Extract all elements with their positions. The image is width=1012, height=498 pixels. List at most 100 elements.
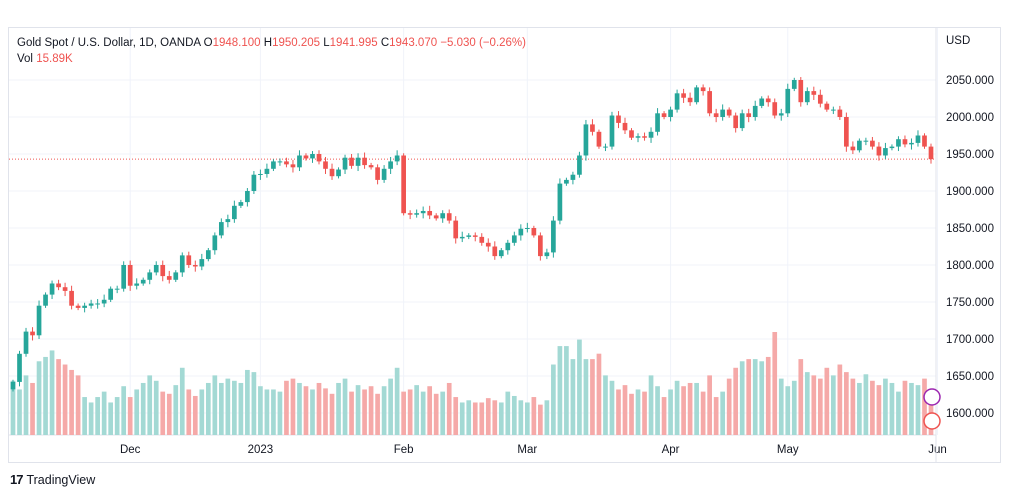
volume-bar	[232, 380, 237, 435]
candle-body	[791, 80, 797, 89]
candle-body	[407, 213, 413, 215]
volume-bar	[192, 395, 198, 435]
candle-body	[420, 210, 426, 214]
volume-bar	[778, 378, 784, 435]
volume-bar	[407, 389, 413, 435]
candle-body	[232, 205, 237, 220]
low-value: 1941.995	[329, 37, 378, 49]
candle-body	[466, 235, 472, 237]
volume-bar	[362, 389, 367, 435]
volume-bar	[681, 386, 686, 435]
volume-label[interactable]: Vol	[17, 53, 33, 65]
volume-bar	[765, 356, 771, 435]
volume-bar	[752, 359, 758, 435]
candle-body	[857, 140, 862, 151]
volume-bar	[179, 367, 185, 435]
candle-body	[160, 265, 166, 277]
volume-bar	[564, 346, 569, 435]
candle-body	[394, 155, 400, 162]
candle-body	[30, 331, 35, 336]
candle-body	[485, 242, 491, 247]
volume-bar	[69, 369, 74, 435]
candle-body	[199, 259, 205, 267]
candle-body	[245, 191, 250, 203]
candle-body	[876, 146, 882, 156]
candle-body	[544, 252, 550, 257]
volume-bar	[655, 386, 660, 435]
candle-body	[43, 294, 48, 306]
candle-body	[603, 146, 608, 148]
high-label: H	[263, 37, 273, 49]
candle-body	[505, 242, 511, 251]
volume-bar	[479, 402, 485, 435]
candle-body	[765, 98, 771, 103]
volume-bar	[485, 398, 491, 435]
x-tick-label: Jun	[928, 444, 947, 456]
candle-body	[804, 91, 810, 103]
volume-bar	[153, 380, 159, 435]
volume-bar	[264, 389, 270, 435]
volume-bar	[140, 382, 146, 435]
candle-body	[661, 113, 667, 117]
candle-body	[850, 146, 856, 151]
candle-body	[837, 109, 843, 117]
candle-body	[459, 236, 465, 239]
low-label: L	[323, 37, 330, 49]
volume-bar	[870, 380, 875, 435]
candle-body	[290, 164, 296, 168]
candle-body	[69, 290, 74, 306]
volume-bar	[844, 372, 849, 435]
candle-body	[349, 157, 354, 166]
news-marker-icon	[923, 412, 941, 430]
volume-bar	[401, 391, 406, 435]
candle-body	[844, 117, 849, 147]
candle-body	[720, 109, 726, 117]
volume-bar	[811, 375, 817, 435]
volume-bar	[492, 400, 498, 435]
candle-body	[88, 303, 94, 306]
volume-bar	[88, 402, 94, 435]
volume-bar	[49, 350, 55, 435]
volume-bar	[310, 389, 315, 435]
volume-bar	[342, 378, 348, 435]
footer-branding[interactable]: 17 TradingView	[10, 472, 95, 487]
volume-bar	[173, 385, 179, 435]
volume-bar	[381, 386, 387, 435]
candle-body	[570, 174, 576, 180]
candle-body	[440, 213, 446, 219]
volume-bar	[218, 382, 224, 435]
volume-bar	[798, 359, 804, 435]
symbol-title[interactable]: Gold Spot / U.S. Dollar, 1D, OANDA	[17, 37, 201, 49]
volume-bar	[121, 386, 127, 435]
candle-body	[173, 272, 179, 280]
candle-body	[785, 88, 791, 114]
volume-bar	[414, 385, 420, 435]
volume-bar	[238, 382, 244, 435]
y-tick-label: 1650.000	[946, 371, 994, 383]
candle-body	[694, 87, 699, 103]
volume-bar	[160, 391, 166, 435]
volume-bar	[713, 397, 719, 435]
candle-body	[433, 215, 439, 219]
volume-bar	[427, 386, 433, 435]
candle-body	[205, 250, 211, 260]
volume-bar	[290, 378, 296, 435]
candle-body	[336, 169, 341, 177]
candle-body	[355, 157, 361, 166]
volume-bar	[687, 382, 693, 435]
volume-bar	[915, 385, 921, 435]
candle-body	[609, 115, 615, 147]
open-label: O	[203, 37, 213, 49]
candle-body	[687, 97, 693, 103]
volume-bar	[850, 378, 856, 435]
volume-bar	[23, 375, 29, 435]
candle-body	[863, 140, 869, 142]
volume-bar	[518, 400, 524, 435]
volume-bar	[524, 402, 530, 435]
candle-body	[153, 265, 159, 273]
volume-bar	[323, 388, 328, 435]
volume-bar	[95, 397, 100, 435]
candle-body	[75, 305, 81, 308]
volume-bar	[75, 375, 81, 435]
